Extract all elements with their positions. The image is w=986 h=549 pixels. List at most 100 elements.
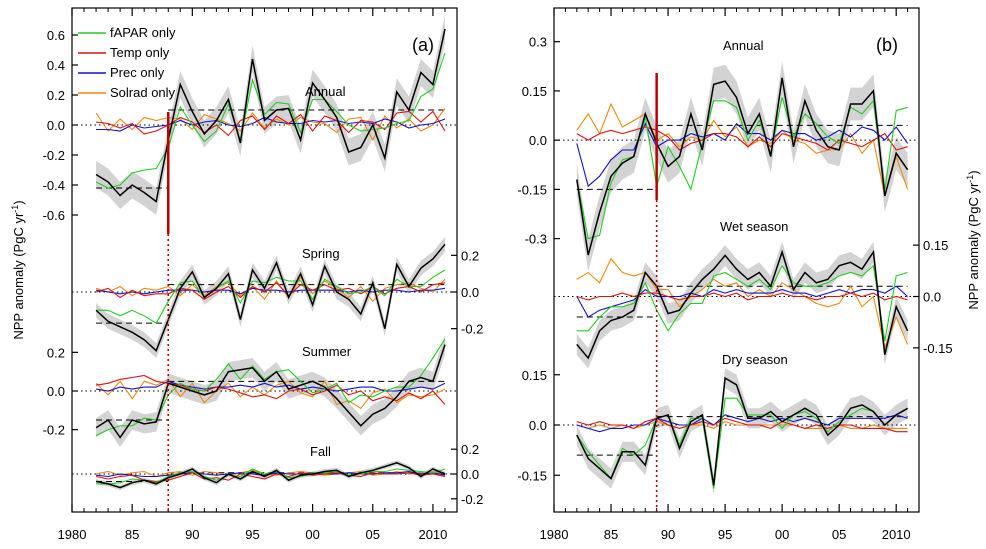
series-line-solrad	[576, 257, 909, 350]
y-axis-title-left: NPP anomaly (PgC yr-1)	[10, 200, 26, 339]
subplot-fall: -0.2 0.0 0.2 Fall	[72, 442, 483, 507]
y-tick-label: 0.0	[47, 118, 65, 133]
panel-a: 1980 85 90 95 00 05 2010 (a) -0.6 -0.4 -0.2 0.0 0.2 0…	[43, 7, 483, 542]
subplot-title: Annual	[305, 84, 346, 99]
uncertainty-band	[576, 61, 908, 272]
y-tick-label: -0.2	[43, 423, 65, 438]
y-tick-label: 0.0	[529, 418, 547, 433]
y-tick-label: -0.15	[517, 468, 547, 483]
series-line-fapar	[96, 269, 446, 324]
y-tick-label: 0.3	[529, 35, 547, 50]
series-line-fapar	[576, 264, 908, 342]
series-line-prec	[576, 285, 908, 318]
x-tick-label: 1980	[540, 527, 569, 542]
x-tick-label: 2010	[882, 527, 911, 542]
series-line-total	[95, 462, 446, 489]
series-line-temp	[96, 374, 446, 405]
legend-label: Solrad only	[110, 85, 176, 100]
uncertainty-band	[576, 241, 908, 369]
y-axis-title-sup: -1	[965, 175, 975, 183]
y-tick-label: -0.2	[43, 148, 65, 163]
y-tick-label: 0.0	[461, 467, 479, 482]
series-line-temp	[576, 417, 908, 433]
x-tick-label: 85	[125, 527, 139, 542]
series-line-total	[95, 28, 446, 203]
uncertainty-band	[96, 334, 445, 448]
series-line-prec	[576, 414, 908, 433]
series-line-total	[576, 376, 908, 486]
y-tick-label: 0.0	[461, 285, 479, 300]
y-tick-label: 0.4	[47, 58, 65, 73]
legend-label: Temp only	[110, 45, 170, 60]
series-line-temp	[576, 126, 908, 151]
series-line-prec	[576, 122, 909, 188]
series-line-solrad	[576, 102, 909, 197]
subplot-annual: -0.6 -0.4 -0.2 0.0 0.2 0.4 0.6 Annual	[43, 15, 457, 223]
y-tick-label: 0.15	[923, 238, 948, 253]
subplot-wet-season: -0.15 0.0 0.15 Wet season	[554, 219, 953, 369]
y-tick-label: -0.3	[525, 232, 547, 247]
panel-label: (a)	[412, 35, 434, 55]
y-tick-label: 0.6	[47, 28, 65, 43]
series-line-temp	[95, 472, 446, 482]
y-axis-title-main: NPP anomaly (PgC yr	[11, 212, 26, 340]
y-tick-label: -0.6	[43, 208, 65, 223]
series-line-total	[576, 249, 909, 360]
y-tick-label: -0.2	[461, 322, 483, 337]
subplot-title: Wet season	[720, 219, 788, 234]
series-line-prec	[96, 287, 446, 295]
y-tick-label: 0.2	[461, 248, 479, 263]
subplot-annual: -0.3 -0.15 0.0 0.15 0.3 Annual	[517, 35, 919, 272]
series-line-total	[95, 344, 446, 439]
series-line-total	[576, 77, 909, 256]
legend-label: fAPAR only	[110, 25, 176, 40]
panel-b: 1980 85 90 95 00 05 2010 (b) -0.3 -0.15 0.0 0.15 0.3…	[517, 7, 953, 542]
series-line-prec	[96, 380, 446, 392]
x-tick-label: 95	[718, 527, 732, 542]
subplot-title: Spring	[302, 246, 340, 261]
x-tick-label: 90	[661, 527, 675, 542]
subplot-title: Summer	[302, 344, 352, 359]
x-tick-label: 05	[366, 527, 380, 542]
uncertainty-band	[576, 368, 908, 496]
x-tick-label: 00	[305, 527, 319, 542]
x-tick-label: 90	[185, 527, 199, 542]
y-axis-title-main: NPP anomaly (PgC yr	[966, 182, 981, 310]
y-tick-label: -0.4	[43, 178, 65, 193]
subplot-summer: -0.2 0.0 0.2 Summer	[43, 334, 457, 448]
y-tick-label: 0.0	[47, 384, 65, 399]
y-axis-title-right: NPP anomaly (PgC yr-1)	[965, 170, 981, 309]
y-tick-label: 0.15	[522, 84, 547, 99]
subplot-spring: -0.2 0.0 0.2 Spring	[72, 237, 483, 358]
series-line-fapar	[576, 397, 908, 489]
legend: fAPAR only Temp only Prec only Solrad only	[78, 25, 176, 100]
x-tick-label: 1980	[58, 527, 87, 542]
series-line-total	[95, 243, 446, 352]
y-tick-label: 0.0	[923, 290, 941, 305]
series-line-prec	[96, 116, 446, 132]
y-axis-title-close: )	[11, 200, 26, 204]
uncertainty-band	[96, 237, 445, 358]
subplot-title: Dry season	[722, 352, 788, 367]
x-tick-label: 00	[775, 527, 789, 542]
subplot-title: Annual	[723, 38, 764, 53]
subplot-title: Fall	[310, 444, 331, 459]
series-line-fapar	[95, 52, 446, 189]
panel-label: (b)	[876, 35, 898, 55]
series-line-temp	[576, 292, 908, 301]
y-tick-label: 0.0	[529, 133, 547, 148]
x-tick-label: 95	[245, 527, 259, 542]
x-tick-label: 2010	[418, 527, 447, 542]
y-axis-title-sup: -1	[10, 205, 20, 213]
y-axis-title-close: )	[966, 170, 981, 174]
y-tick-label: 0.2	[47, 345, 65, 360]
y-tick-label: 0.15	[522, 368, 547, 383]
x-tick-label: 85	[604, 527, 618, 542]
subplot-dry-season: -0.15 0.0 0.15 Dry season	[517, 352, 919, 496]
y-tick-label: -0.15	[517, 182, 547, 197]
y-tick-label: 0.2	[461, 442, 479, 457]
uncertainty-band	[96, 460, 445, 491]
y-tick-label: -0.15	[923, 341, 953, 356]
